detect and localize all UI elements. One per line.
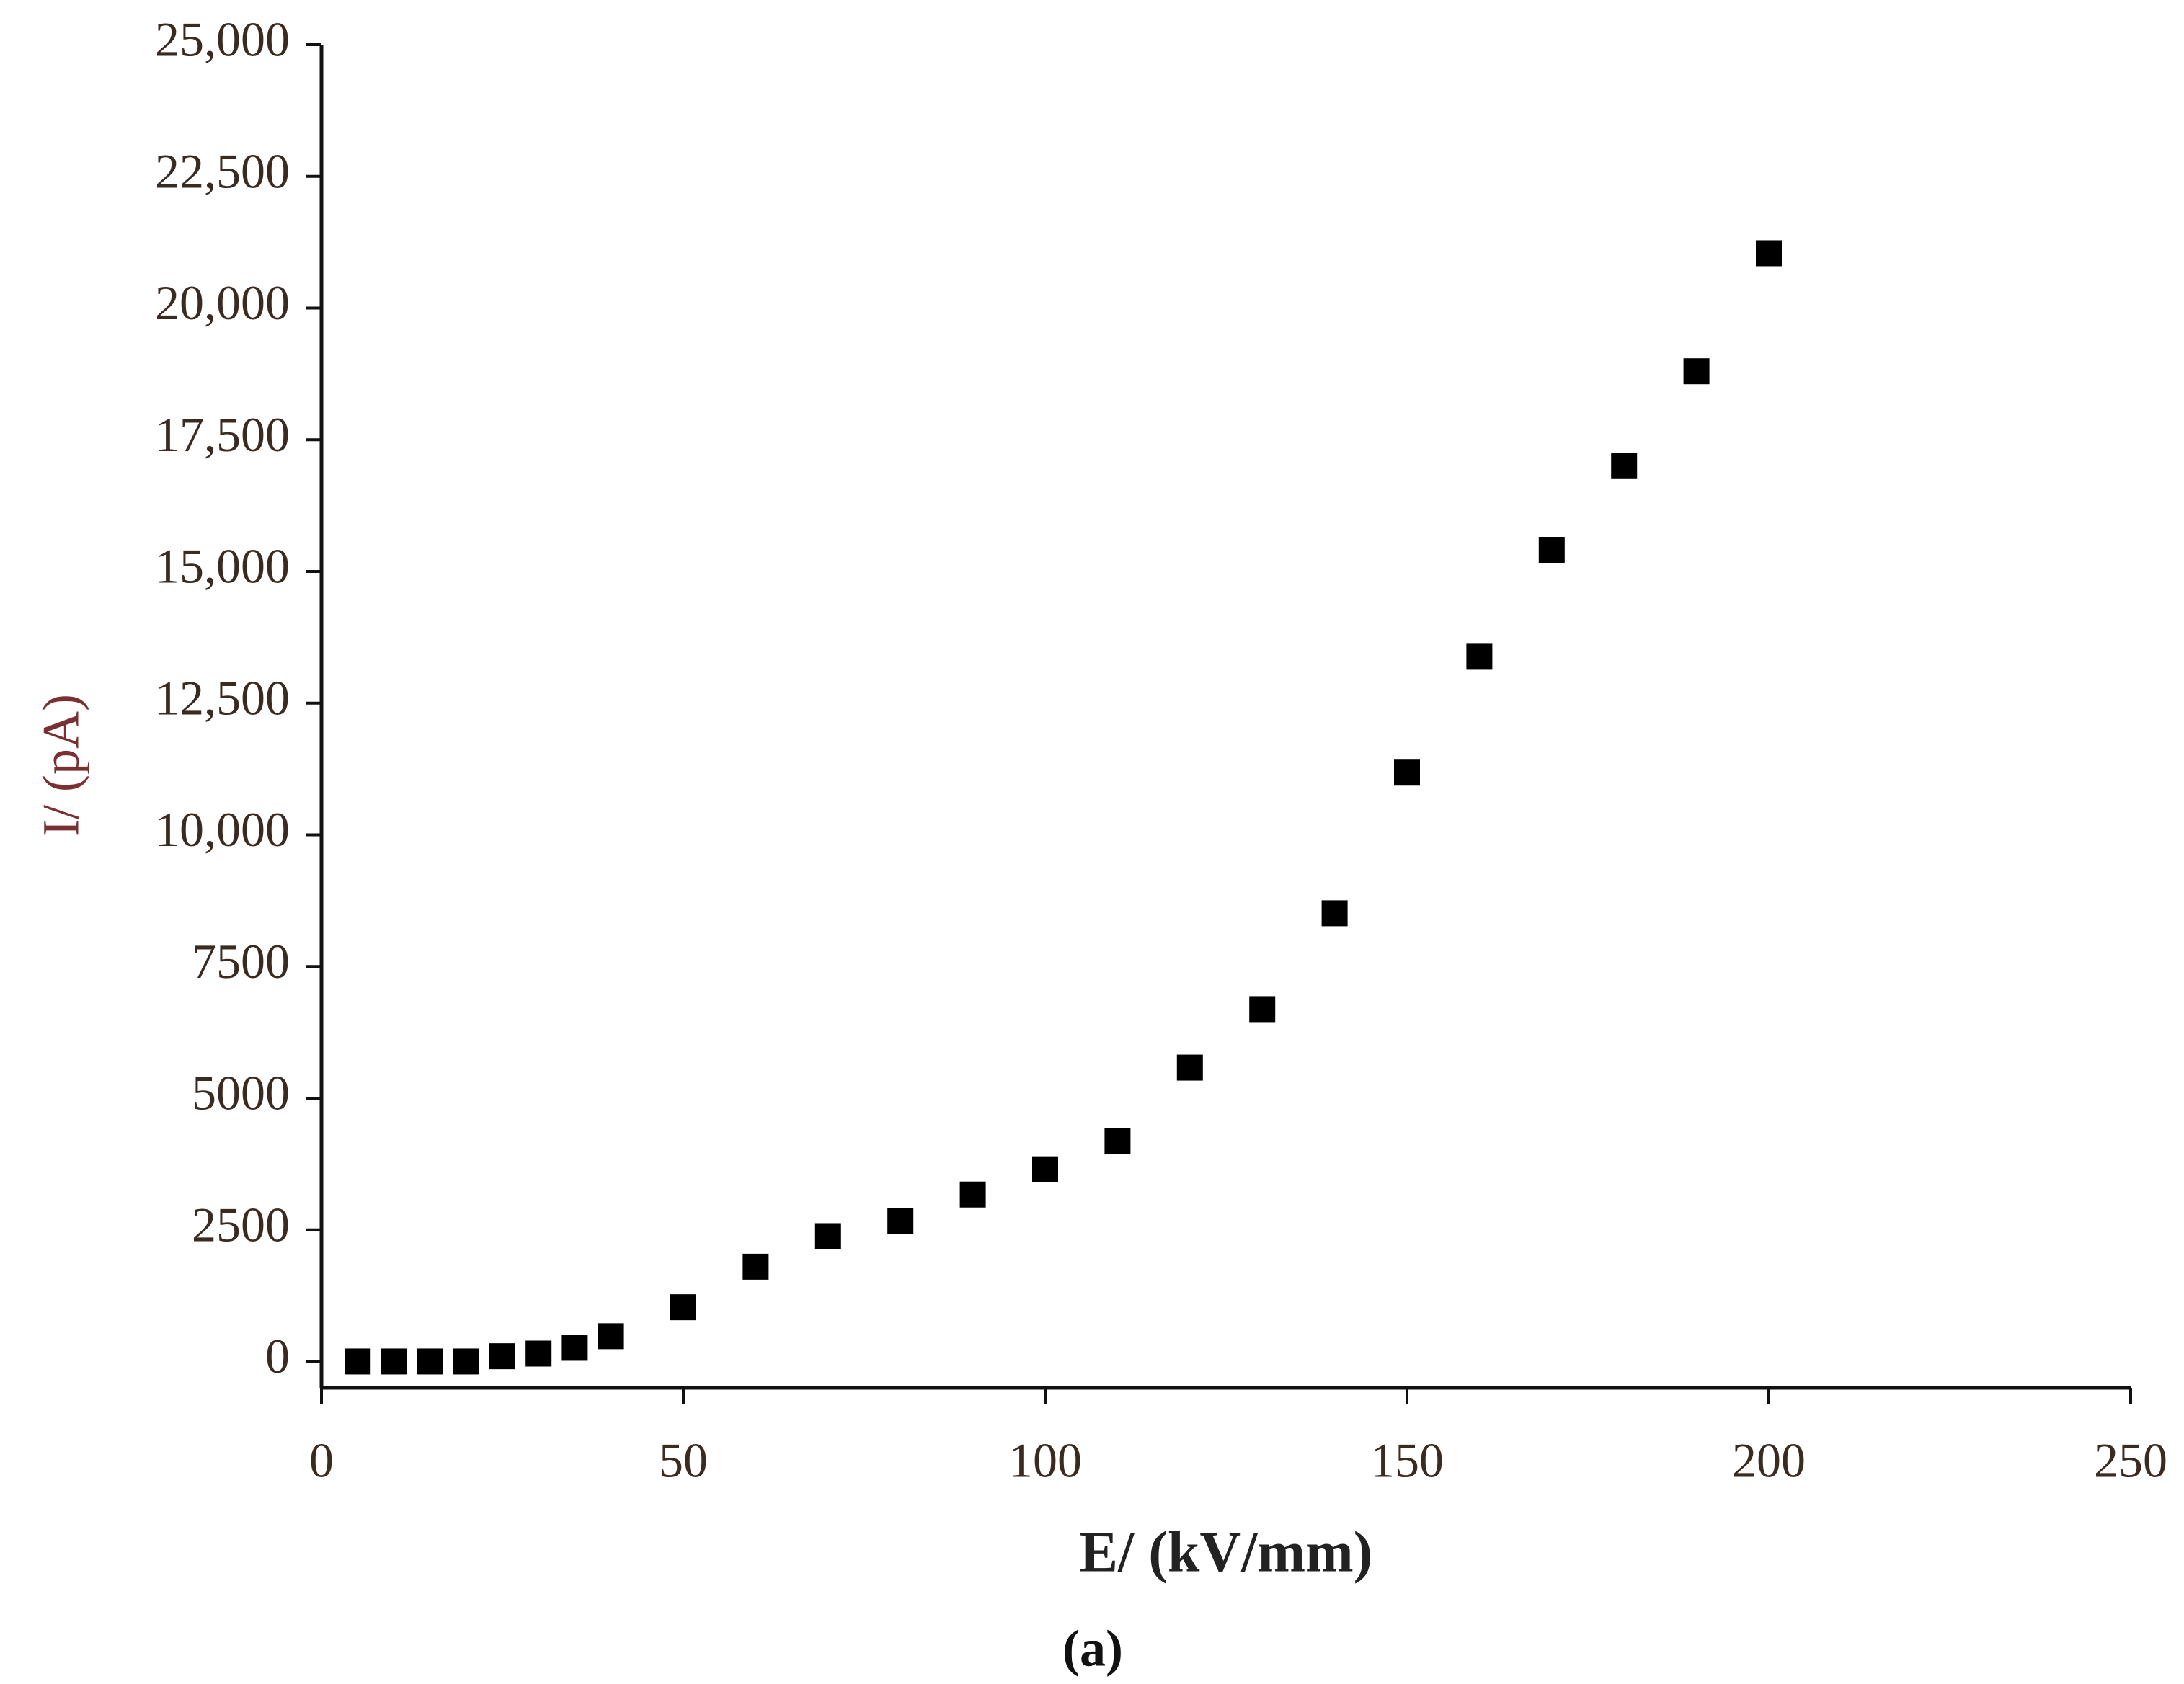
point <box>1538 537 1565 563</box>
point <box>1249 996 1276 1023</box>
x-axis-label: E/ (kV/mm) <box>1080 1520 1373 1584</box>
caption: (a) <box>1062 1620 1123 1678</box>
point <box>959 1181 986 1208</box>
point <box>598 1323 624 1350</box>
x-tick-label: 50 <box>659 1433 708 1488</box>
y-tick-label: 22,500 <box>155 143 290 198</box>
x-tick-label: 200 <box>1732 1433 1806 1488</box>
y-tick-label: 5000 <box>192 1066 290 1121</box>
x-tick-label: 150 <box>1370 1433 1444 1488</box>
point <box>1394 759 1420 786</box>
point <box>1176 1054 1203 1081</box>
point <box>453 1348 479 1375</box>
point <box>417 1348 443 1375</box>
point <box>1683 358 1710 385</box>
x-tick-label: 250 <box>2094 1433 2167 1488</box>
point <box>742 1253 769 1280</box>
point <box>1611 453 1638 479</box>
point <box>1104 1128 1131 1154</box>
y-tick-label: 10,000 <box>155 802 290 857</box>
point <box>1756 240 1782 267</box>
point <box>381 1348 407 1375</box>
y-axis-label: I/ (pA) <box>32 694 90 837</box>
y-tick-label: 12,500 <box>155 670 290 725</box>
point <box>1321 900 1348 927</box>
y-tick-label: 0 <box>265 1329 290 1384</box>
y-tick-label: 15,000 <box>155 539 290 594</box>
x-tick-label: 100 <box>1008 1433 1082 1488</box>
x-tick-label: 0 <box>309 1433 334 1488</box>
point <box>1466 643 1493 670</box>
y-tick-label: 20,000 <box>155 275 290 330</box>
point <box>525 1340 552 1367</box>
y-tick-label: 25,000 <box>155 12 290 67</box>
y-tick-label: 17,500 <box>155 407 290 462</box>
point <box>345 1348 371 1375</box>
point <box>489 1343 515 1370</box>
y-tick-label: 2500 <box>192 1197 290 1252</box>
point <box>670 1294 696 1321</box>
point <box>561 1335 588 1361</box>
point <box>1032 1156 1058 1182</box>
y-tick-label: 7500 <box>192 934 290 989</box>
point <box>814 1223 841 1249</box>
point <box>887 1208 914 1234</box>
